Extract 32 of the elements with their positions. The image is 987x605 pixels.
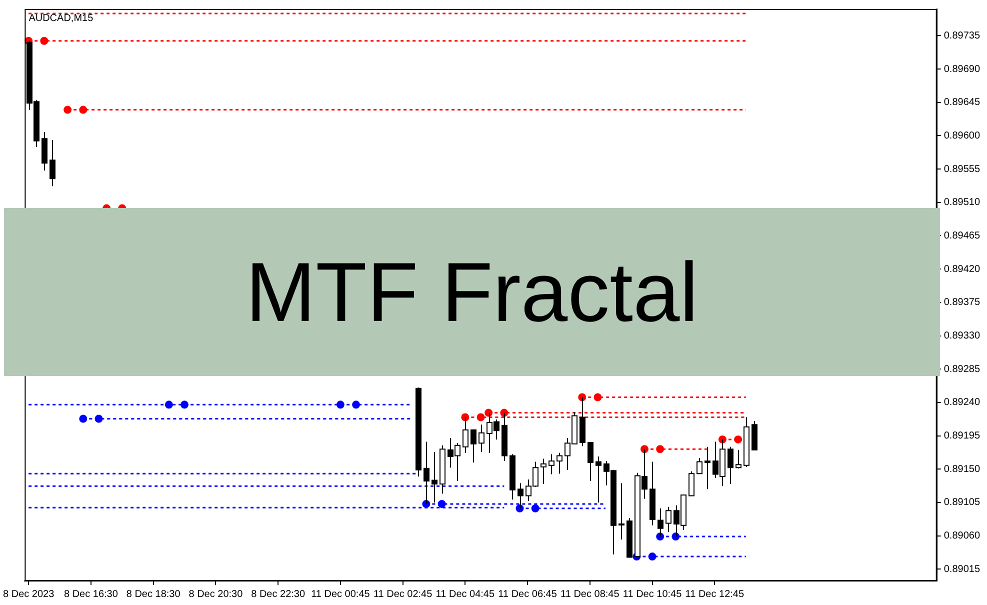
x-tick-label: 11 Dec 08:45 [560,588,620,600]
y-tick-label: 0.89420 [944,264,980,275]
y-tick-label: 0.89600 [944,130,980,142]
x-tick-label: 8 Dec 16:30 [64,588,118,600]
y-tick-label: 0.89645 [944,97,980,108]
x-tick-label: 11 Dec 06:45 [498,588,558,600]
text: MTF Fractal [246,244,698,340]
title-banner: MTF Fractal [4,208,940,376]
y-tick-label: 0.89150 [944,464,980,475]
y-tick-label: 0.89015 [944,564,980,575]
y-tick-label: 0.89285 [944,364,980,375]
chart-title: AUDCAD,M15 [28,12,94,24]
y-tick-label: 0.89060 [944,530,980,542]
x-tick-label: 11 Dec 00:45 [311,588,370,600]
x-tick-label: 8 Dec 2023 [3,588,55,600]
y-tick-label: 0.89195 [944,430,980,442]
y-tick-label: 0.89690 [944,64,980,75]
y-tick-label: 0.89240 [944,397,980,408]
y-tick-label: 0.89105 [944,497,980,508]
y-tick-label: 0.89735 [944,30,980,42]
y-tick-label: 0.89330 [944,330,980,342]
x-tick-label: 11 Dec 02:45 [373,588,433,600]
x-tick-label: 11 Dec 12:45 [685,588,744,600]
x-tick-label: 11 Dec 04:45 [436,588,495,600]
y-tick-label: 0.89555 [944,164,980,175]
x-tick-label: 8 Dec 20:30 [188,588,244,600]
y-tick-label: 0.89465 [944,230,980,242]
x-tick-label: 8 Dec 18:30 [126,588,181,600]
x-tick-label: 8 Dec 22:30 [251,588,306,600]
y-tick-label: 0.89510 [944,197,980,208]
x-tick-label: 11 Dec 10:45 [622,588,682,600]
y-tick-label: 0.89375 [944,297,980,308]
